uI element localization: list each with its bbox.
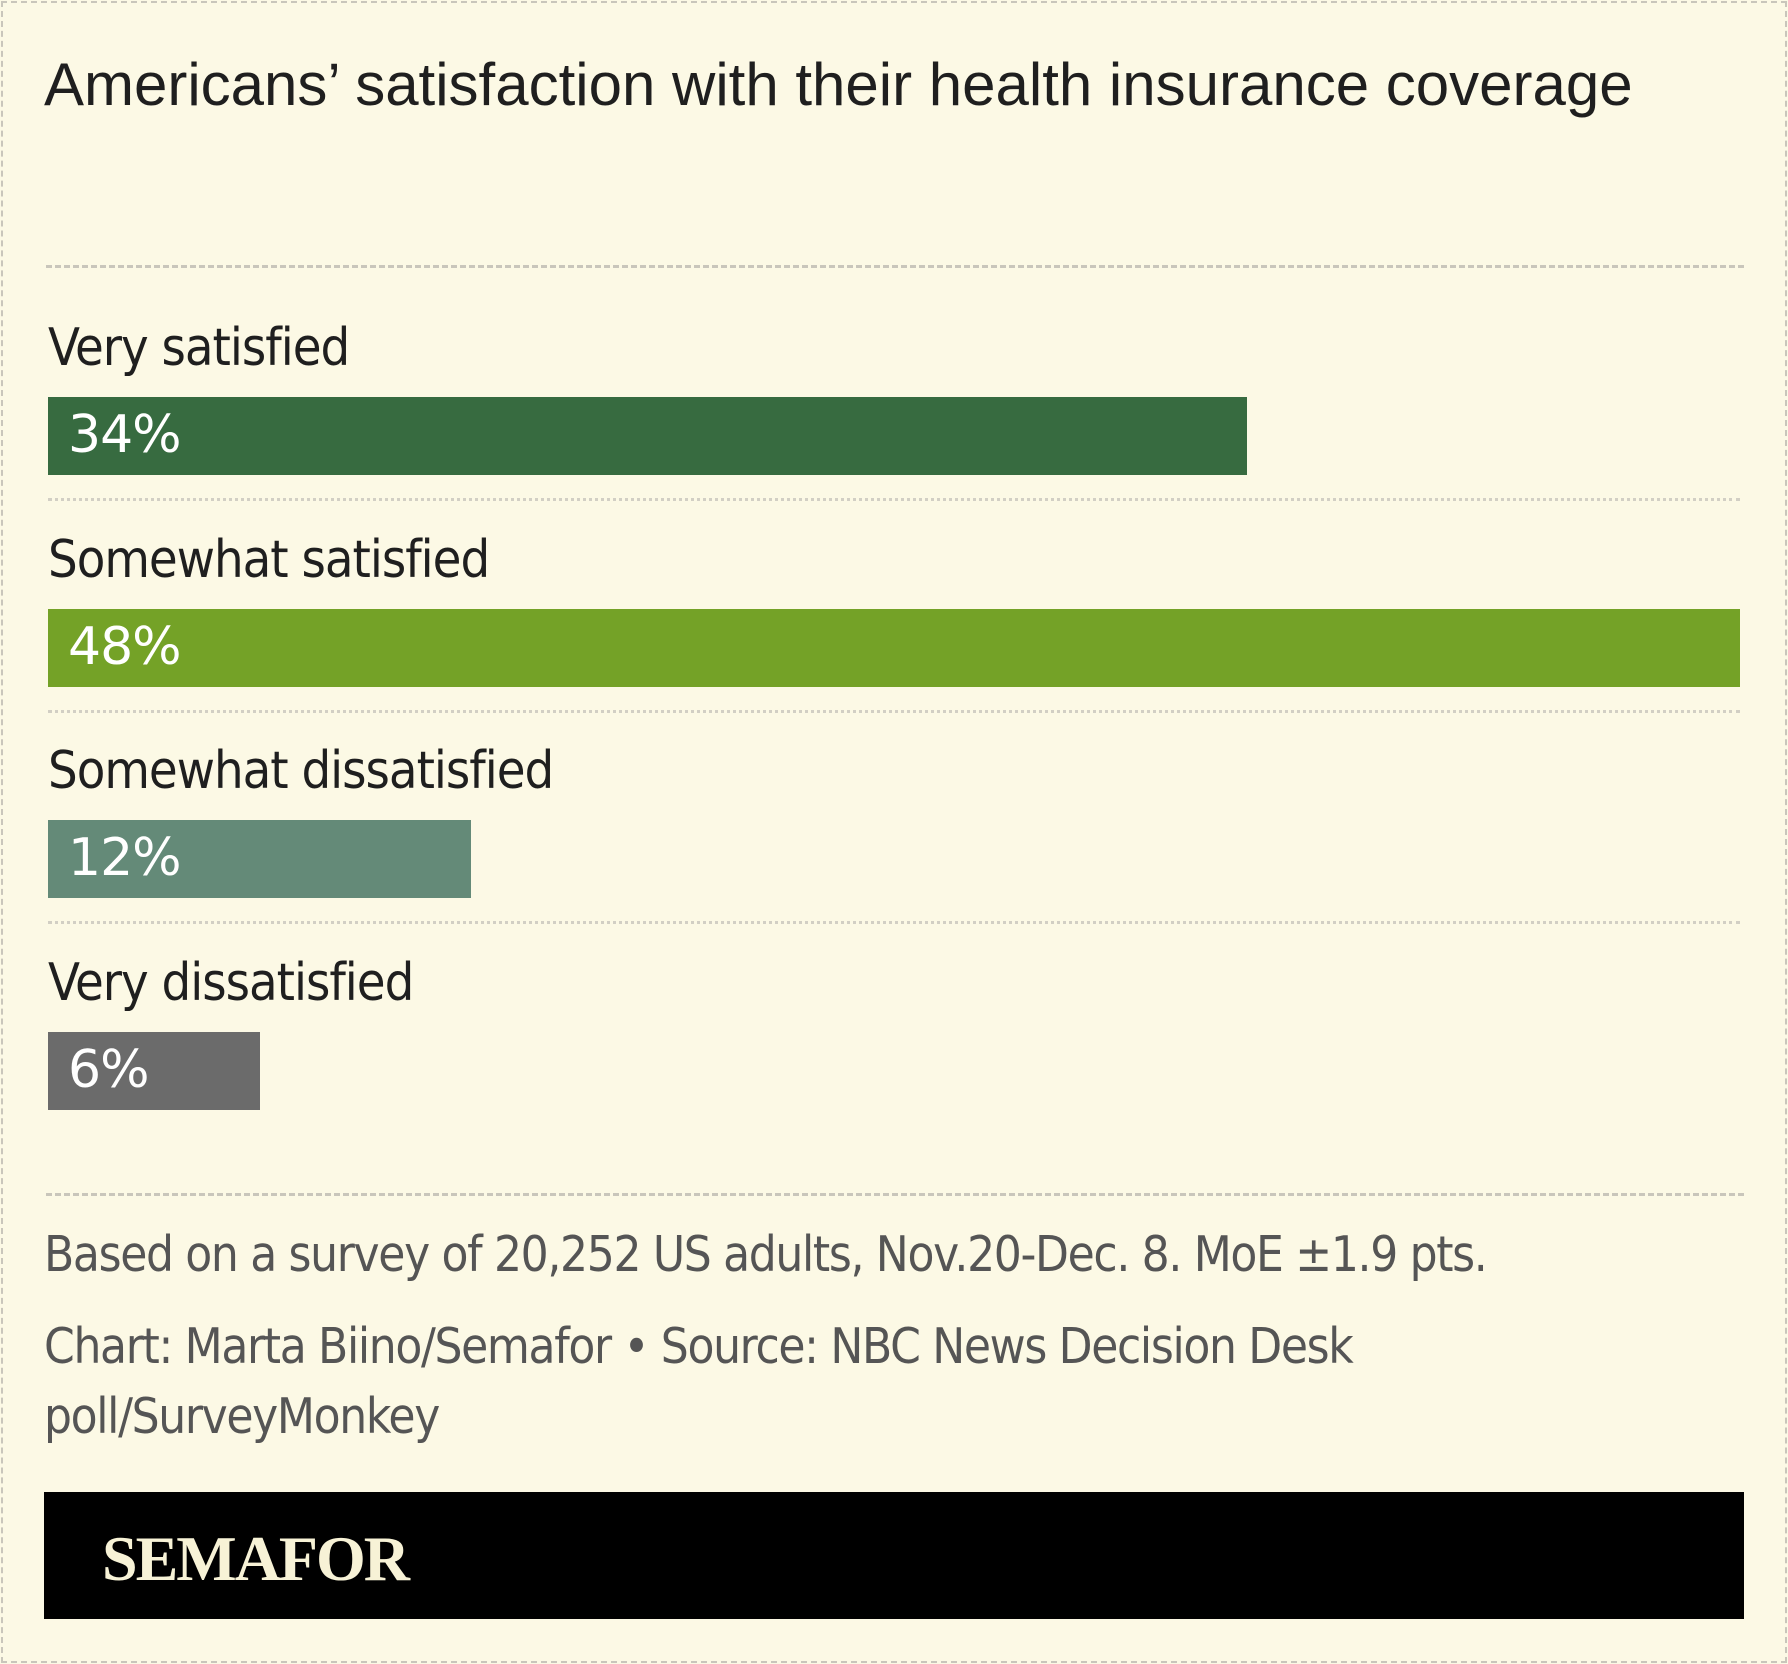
chart-title: Americans’ satisfaction with their healt…: [44, 51, 1633, 118]
bar-label: Very dissatisfied: [48, 952, 414, 1013]
bar-label: Very satisfied: [48, 318, 350, 378]
title-divider: [46, 265, 1744, 268]
bar: 6%: [48, 1031, 260, 1110]
bar: 48%: [48, 608, 1740, 687]
bar: 34%: [48, 397, 1247, 475]
row-separator: [48, 921, 1740, 924]
logo-bar: SEMAFOR: [44, 1492, 1744, 1619]
bar-value-label: 48%: [68, 616, 182, 677]
bar-label: Somewhat dissatisfied: [48, 741, 554, 801]
semafor-logo: SEMAFOR: [102, 1523, 410, 1594]
bar-value-label: 34%: [68, 405, 182, 465]
bar-value-label: 12%: [68, 828, 182, 888]
bar-value-label: 6%: [68, 1039, 149, 1100]
row-separator: [48, 498, 1740, 501]
bar-label: Somewhat satisfied: [48, 529, 490, 590]
source-line-1: Chart: Marta Biino/Semafor • Source: NBC…: [44, 1318, 1354, 1375]
footer-divider: [46, 1193, 1744, 1196]
survey-note: Based on a survey of 20,252 US adults, N…: [44, 1226, 1488, 1283]
row-separator: [48, 709, 1740, 713]
source-line-2: poll/SurveyMonkey: [44, 1388, 440, 1445]
bar: 12%: [48, 820, 471, 898]
